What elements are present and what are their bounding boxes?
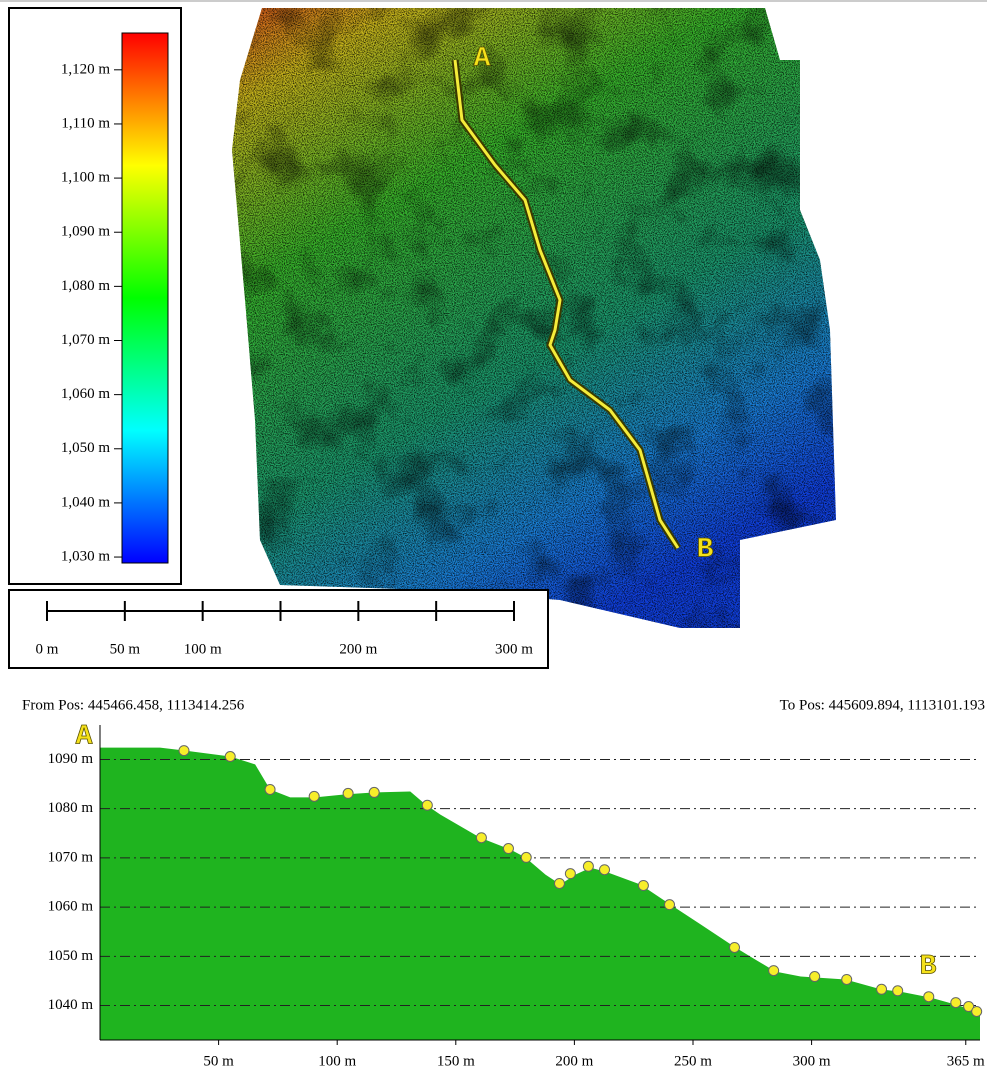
scale-bar: 0 m 50 m 100 m 200 m 300 m — [9, 590, 548, 668]
annotation: A — [76, 721, 93, 752]
to-position: To Pos: 445609.894, 1113101.193 — [780, 697, 985, 713]
legend-label: 1,070 m — [61, 332, 111, 348]
profile-point — [810, 972, 820, 982]
profile-point — [583, 861, 593, 871]
x-tick-label: 300 m — [793, 1053, 831, 1069]
y-tick-label: 1070 m — [48, 849, 94, 865]
profile-point — [600, 865, 610, 875]
terrain-texture — [230, 8, 840, 633]
legend-label: 1,090 m — [61, 224, 111, 240]
legend-label: 1,050 m — [61, 440, 111, 456]
scale-label: 300 m — [495, 641, 533, 657]
x-tick-label: 200 m — [555, 1053, 593, 1069]
scale-label: 200 m — [339, 641, 377, 657]
x-tick-label: 50 m — [203, 1053, 234, 1069]
map-label-a: A — [474, 43, 491, 74]
profile-point — [638, 880, 648, 890]
profile-point — [343, 788, 353, 798]
x-tick-label: 150 m — [437, 1053, 475, 1069]
profile-point — [877, 984, 887, 994]
legend-label: 1,040 m — [61, 494, 111, 510]
profile-point — [309, 791, 319, 801]
x-tick-label: 365 m — [947, 1053, 985, 1069]
profile-point — [521, 852, 531, 862]
profile-point — [769, 966, 779, 976]
color-legend: 1,030 m 1,040 m 1,050 m 1,060 m 1,070 m 1,080… — [9, 8, 181, 584]
legend-label: 1,060 m — [61, 386, 111, 402]
y-tick-label: 1060 m — [48, 899, 94, 915]
profile-point — [476, 833, 486, 843]
y-tick-label: 1040 m — [48, 997, 94, 1013]
profile-point — [369, 787, 379, 797]
from-position: From Pos: 445466.458, 1113414.256 — [22, 697, 245, 713]
profile-area — [100, 748, 980, 1040]
profile-point — [422, 800, 432, 810]
legend-label: 1,120 m — [61, 61, 111, 77]
profile-point — [565, 869, 575, 879]
profile-point — [665, 900, 675, 910]
y-tick-label: 1050 m — [48, 948, 94, 964]
x-tick-label: 100 m — [318, 1053, 356, 1069]
screen: A B 1,030 m1,040 m1,050 m1,060 m1,070 m1… — [0, 0, 987, 1078]
legend-label: 1,080 m — [61, 278, 111, 294]
profile-point — [179, 746, 189, 756]
profile-point — [951, 998, 961, 1008]
profile-point — [842, 974, 852, 984]
profile-point — [972, 1006, 982, 1016]
terrain-map — [230, 8, 840, 633]
annotation: B — [920, 951, 937, 982]
legend-bar — [122, 33, 168, 563]
legend-label: 1,110 m — [61, 115, 110, 131]
profile-point — [503, 844, 513, 854]
legend-label: 1,030 m — [61, 548, 111, 564]
scale-label: 0 m — [36, 641, 59, 657]
profile-point — [893, 986, 903, 996]
profile-point — [225, 752, 235, 762]
y-tick-label: 1080 m — [48, 800, 94, 816]
scale-label: 50 m — [110, 641, 141, 657]
profile-point — [924, 992, 934, 1002]
profile-point — [265, 784, 275, 794]
profile-point — [554, 878, 564, 888]
legend-label: 1,100 m — [61, 170, 111, 186]
scale-label: 100 m — [184, 641, 222, 657]
x-tick-label: 250 m — [674, 1053, 712, 1069]
profile-point — [730, 942, 740, 952]
y-tick-label: 1090 m — [48, 751, 94, 767]
scale-box — [9, 590, 548, 668]
profile-chart: From Pos: 445466.458, 1113414.256 To Pos… — [22, 697, 985, 1069]
map-label-b: B — [697, 534, 714, 565]
